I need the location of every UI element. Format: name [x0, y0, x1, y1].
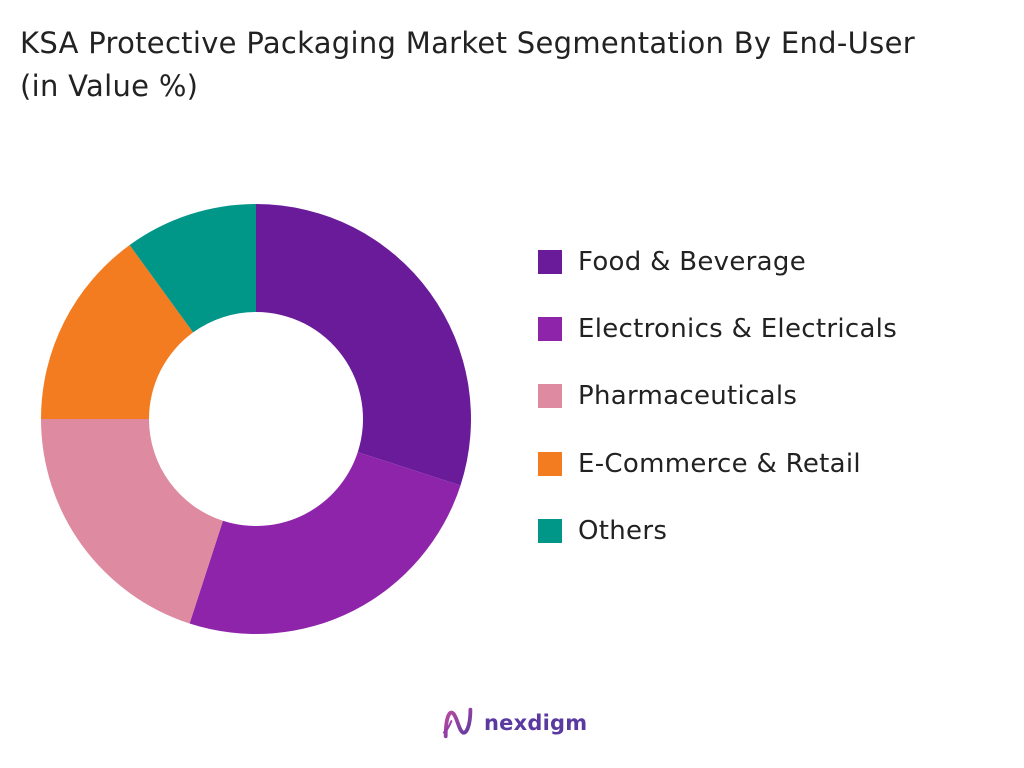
legend-label: Pharmaceuticals [578, 381, 798, 412]
legend-item: Electronics & Electricals [538, 295, 897, 362]
legend-item: E-Commerce & Retail [538, 430, 897, 497]
legend-swatch [538, 249, 562, 274]
legend-swatch [538, 451, 562, 476]
donut-slice-electronics-electricals [189, 452, 461, 634]
donut-slice-e-commerce-retail [41, 245, 194, 419]
legend-item: Pharmaceuticals [538, 363, 897, 430]
legend-label: E-Commerce & Retail [578, 448, 861, 479]
legend-swatch [538, 316, 562, 341]
legend-swatch [538, 384, 562, 409]
donut-slice-others [129, 204, 256, 333]
brand-name: nexdigm [484, 711, 588, 735]
nexdigm-logo-icon [442, 707, 473, 739]
brand-logo: nexdigm [440, 704, 587, 742]
chart-title: KSA Protective Packaging Market Segmenta… [20, 26, 915, 103]
legend-label: Food & Beverage [578, 246, 806, 277]
legend-swatch [538, 518, 562, 543]
legend-item: Food & Beverage [538, 228, 897, 295]
chart-legend: Food & Beverage Electronics & Electricals… [538, 228, 897, 564]
legend-label: Electronics & Electricals [578, 313, 898, 344]
donut-slice-pharmaceuticals [41, 419, 223, 624]
legend-label: Others [578, 515, 668, 546]
legend-item: Others [538, 497, 897, 564]
donut-slice-food-beverage [256, 204, 471, 486]
